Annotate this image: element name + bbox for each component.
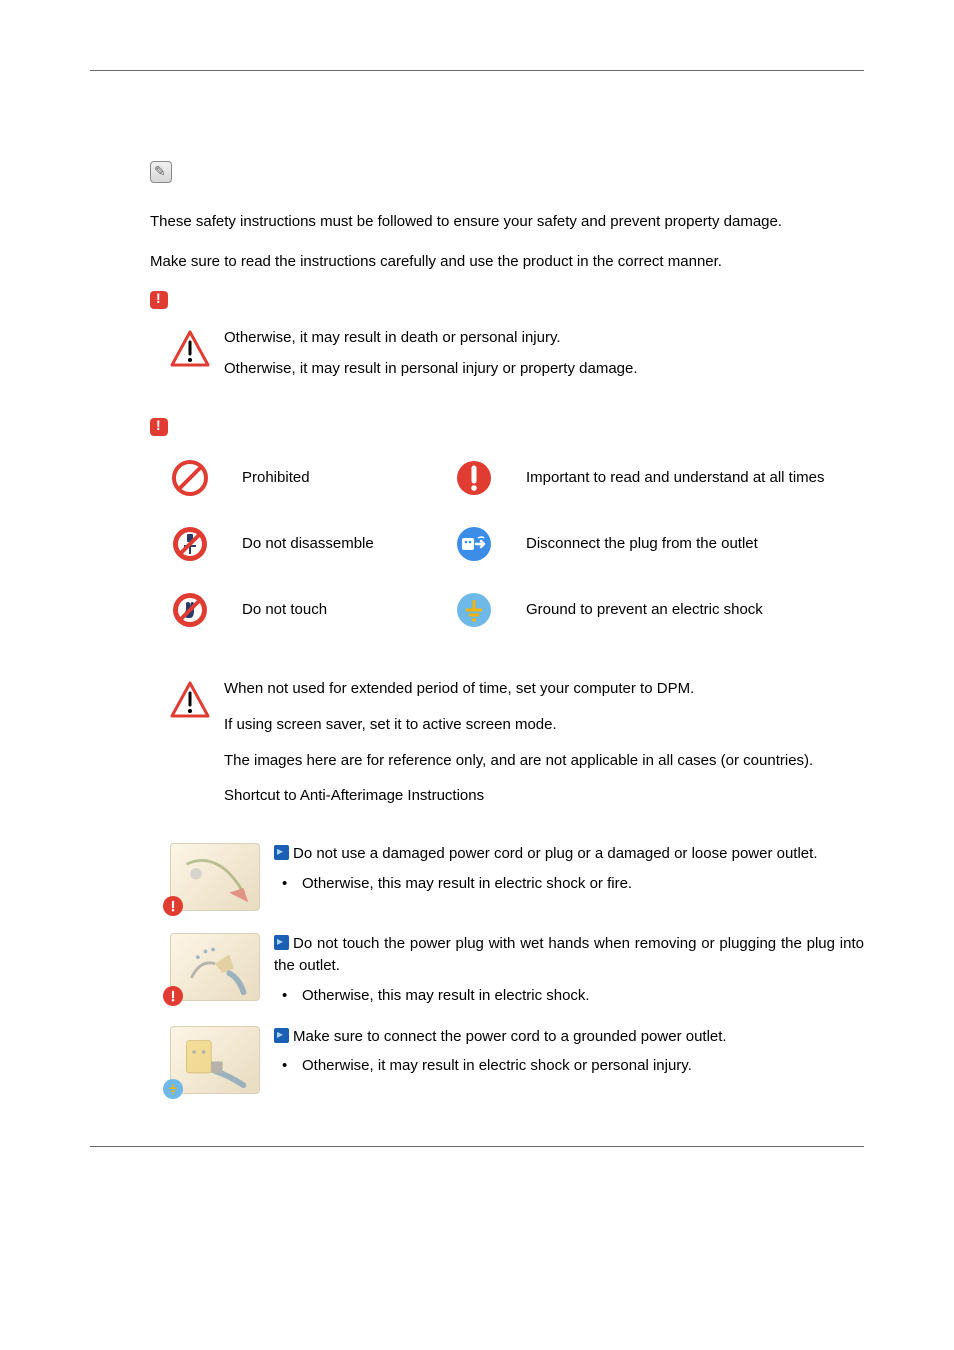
important-icon — [454, 458, 494, 498]
warning-text: Otherwise, it may result in death or per… — [224, 327, 864, 391]
warning-triangle-icon — [170, 680, 214, 724]
power-headline-1: Do not use a damaged power cord or plug … — [274, 843, 864, 865]
sign-label-disassemble: Do not disassemble — [242, 534, 442, 554]
power-item-1: Do not use a damaged power cord or plug … — [170, 843, 864, 911]
power-headline-3: Make sure to connect the power cord to a… — [274, 1026, 864, 1048]
warning-line-1: Otherwise, it may result in death or per… — [224, 327, 864, 349]
sign-label-important: Important to read and understand at all … — [526, 468, 864, 488]
bullet-marker-icon — [274, 1028, 289, 1043]
power-bullet-1: Otherwise, this may result in electric s… — [274, 875, 864, 892]
power-bullet-3: Otherwise, it may result in electric sho… — [274, 1057, 864, 1074]
power-text-3: Make sure to connect the power cord to a… — [274, 1026, 864, 1075]
ground-icon — [454, 590, 494, 630]
sign-label-notouch: Do not touch — [242, 600, 442, 620]
power-item-2: Do not touch the power plug with wet han… — [170, 933, 864, 1004]
power-bullet-2: Otherwise, this may result in electric s… — [274, 987, 864, 1004]
bullet-marker-icon — [274, 935, 289, 950]
power-text-2: Do not touch the power plug with wet han… — [274, 933, 864, 1004]
alert-icon — [150, 291, 168, 309]
power-text-1: Do not use a damaged power cord or plug … — [274, 843, 864, 892]
power-warning-block: When not used for extended period of tim… — [170, 678, 864, 821]
intro-para-2-text: Make sure to read the instructions caref… — [150, 253, 722, 270]
power-item-3: Make sure to connect the power cord to a… — [170, 1026, 864, 1094]
sign-label-prohibited: Prohibited — [242, 468, 442, 488]
warning-triangle-icon — [170, 329, 214, 373]
ground-badge-icon — [163, 1079, 183, 1099]
power-section: When not used for extended period of tim… — [150, 678, 864, 1094]
power-thumb-2 — [170, 933, 260, 1001]
power-warn-line-2: If using screen saver, set it to active … — [224, 714, 813, 736]
sign-label-ground: Ground to prevent an electric shock — [526, 600, 864, 620]
warning-line-2: Otherwise, it may result in personal inj… — [224, 358, 864, 380]
content-area: These safety instructions must be follow… — [150, 161, 864, 1094]
power-thumb-1 — [170, 843, 260, 911]
no-touch-icon — [170, 590, 210, 630]
intro-para-1: These safety instructions must be follow… — [150, 211, 864, 233]
power-warn-line-4: Shortcut to Anti-Afterimage Instructions — [224, 785, 813, 807]
alert-icon — [150, 418, 168, 436]
info-badge-icon — [163, 986, 183, 1006]
intro-para-2: Make sure to read the instructions caref… — [150, 251, 864, 273]
note-icon — [150, 161, 172, 183]
power-headline-2: Do not touch the power plug with wet han… — [274, 933, 864, 977]
warning-block: Otherwise, it may result in death or per… — [170, 327, 864, 391]
power-thumb-3 — [170, 1026, 260, 1094]
prohibited-icon — [170, 458, 210, 498]
bullet-marker-icon — [274, 845, 289, 860]
unplug-icon — [454, 524, 494, 564]
power-warn-line-1: When not used for extended period of tim… — [224, 678, 813, 700]
sign-label-unplug: Disconnect the plug from the outlet — [526, 534, 864, 554]
power-warning-text: When not used for extended period of tim… — [224, 678, 813, 821]
no-disassemble-icon — [170, 524, 210, 564]
signs-section: Prohibited Important to read and underst… — [150, 418, 864, 630]
power-warn-line-3: The images here are for reference only, … — [224, 750, 813, 772]
signs-grid: Prohibited Important to read and underst… — [170, 458, 864, 630]
page: These safety instructions must be follow… — [90, 70, 864, 1147]
info-badge-icon — [163, 896, 183, 916]
